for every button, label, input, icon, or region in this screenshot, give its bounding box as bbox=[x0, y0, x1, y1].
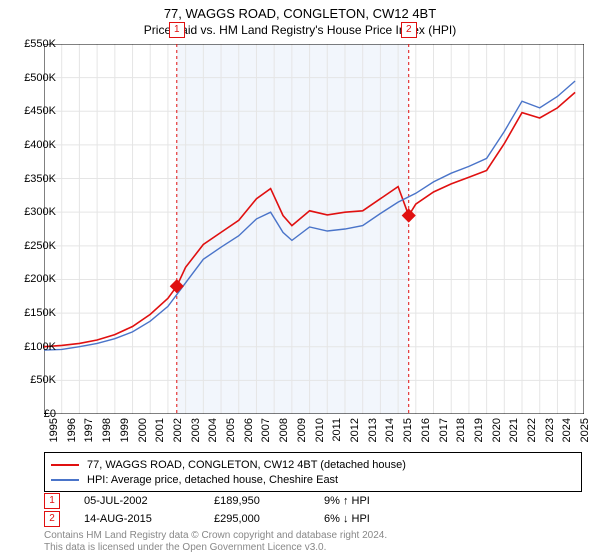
sale-delta: 9% ↑ HPI bbox=[324, 495, 370, 507]
x-axis-label: 2003 bbox=[190, 418, 202, 442]
y-axis-label: £500K bbox=[6, 72, 56, 84]
sale-price: £295,000 bbox=[214, 513, 324, 525]
page-title: 77, WAGGS ROAD, CONGLETON, CW12 4BT bbox=[0, 6, 600, 21]
x-axis-label: 2025 bbox=[579, 418, 591, 442]
x-axis-label: 2002 bbox=[172, 418, 184, 442]
legend-label: HPI: Average price, detached house, Ches… bbox=[87, 474, 338, 486]
x-axis-label: 2024 bbox=[561, 418, 573, 442]
sales-table: 1 05-JUL-2002 £189,950 9% ↑ HPI 2 14-AUG… bbox=[44, 492, 370, 528]
y-axis-label: £200K bbox=[6, 273, 56, 285]
x-axis-label: 2017 bbox=[438, 418, 450, 442]
x-axis-label: 2000 bbox=[137, 418, 149, 442]
y-axis-label: £50K bbox=[6, 374, 56, 386]
x-axis-label: 1996 bbox=[66, 418, 78, 442]
x-axis-label: 2020 bbox=[491, 418, 503, 442]
legend-swatch bbox=[51, 464, 79, 466]
x-axis-label: 1999 bbox=[119, 418, 131, 442]
x-axis-label: 2012 bbox=[349, 418, 361, 442]
sale-price: £189,950 bbox=[214, 495, 324, 507]
y-axis-label: £300K bbox=[6, 206, 56, 218]
x-axis-label: 1998 bbox=[101, 418, 113, 442]
sale-marker-icon: 1 bbox=[44, 493, 60, 509]
sale-date: 05-JUL-2002 bbox=[84, 495, 214, 507]
x-axis-label: 2019 bbox=[473, 418, 485, 442]
sale-date: 14-AUG-2015 bbox=[84, 513, 214, 525]
table-row: 2 14-AUG-2015 £295,000 6% ↓ HPI bbox=[44, 510, 370, 528]
x-axis-label: 2007 bbox=[260, 418, 272, 442]
table-row: 1 05-JUL-2002 £189,950 9% ↑ HPI bbox=[44, 492, 370, 510]
x-axis-label: 2022 bbox=[526, 418, 538, 442]
sale-marker-icon: 2 bbox=[401, 22, 417, 38]
legend-swatch bbox=[51, 479, 79, 481]
x-axis-label: 2016 bbox=[420, 418, 432, 442]
page-subtitle: Price paid vs. HM Land Registry's House … bbox=[0, 23, 600, 37]
x-axis-label: 2018 bbox=[455, 418, 467, 442]
x-axis-label: 2013 bbox=[367, 418, 379, 442]
y-axis-label: £350K bbox=[6, 173, 56, 185]
price-chart bbox=[44, 44, 584, 414]
sale-marker-icon: 2 bbox=[44, 511, 60, 527]
y-axis-label: £100K bbox=[6, 341, 56, 353]
x-axis-label: 2011 bbox=[331, 418, 343, 442]
x-axis-label: 2015 bbox=[402, 418, 414, 442]
x-axis-label: 1997 bbox=[83, 418, 95, 442]
y-axis-label: £150K bbox=[6, 307, 56, 319]
y-axis-label: £400K bbox=[6, 139, 56, 151]
legend: 77, WAGGS ROAD, CONGLETON, CW12 4BT (det… bbox=[44, 452, 582, 492]
y-axis-label: £450K bbox=[6, 105, 56, 117]
sale-delta: 6% ↓ HPI bbox=[324, 513, 370, 525]
x-axis-label: 2008 bbox=[278, 418, 290, 442]
x-axis-label: 1995 bbox=[48, 418, 60, 442]
x-axis-label: 2004 bbox=[207, 418, 219, 442]
x-axis-label: 2021 bbox=[508, 418, 520, 442]
footer-attribution: Contains HM Land Registry data © Crown c… bbox=[44, 530, 387, 554]
sale-marker-icon: 1 bbox=[169, 22, 185, 38]
x-axis-label: 2001 bbox=[154, 418, 166, 442]
y-axis-label: £250K bbox=[6, 240, 56, 252]
y-axis-label: £550K bbox=[6, 38, 56, 50]
x-axis-label: 2009 bbox=[296, 418, 308, 442]
x-axis-label: 2006 bbox=[243, 418, 255, 442]
x-axis-label: 2023 bbox=[544, 418, 556, 442]
x-axis-label: 2014 bbox=[384, 418, 396, 442]
legend-label: 77, WAGGS ROAD, CONGLETON, CW12 4BT (det… bbox=[87, 459, 406, 471]
x-axis-label: 2005 bbox=[225, 418, 237, 442]
x-axis-label: 2010 bbox=[314, 418, 326, 442]
